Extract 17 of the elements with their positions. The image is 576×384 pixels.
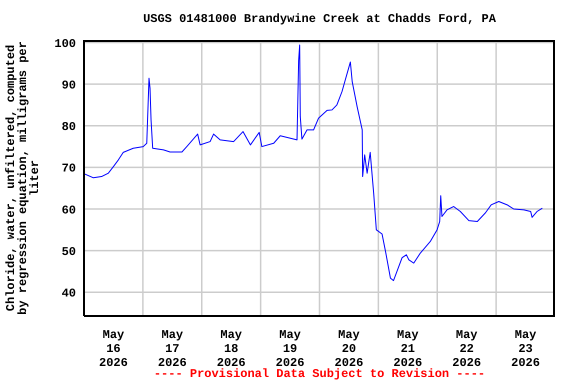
y-tick-label: 50 [62,244,76,259]
chart-title: USGS 01481000 Brandywine Creek at Chadds Ford, PA [142,12,497,26]
y-tick-label: 90 [62,78,76,92]
x-tick-label: May 23 2026 [511,328,540,370]
x-tick-label: May 17 2026 [158,328,187,370]
x-tick-label: May 16 2026 [99,328,128,370]
y-tick-label: 70 [62,162,76,176]
y-tick-label: 40 [62,286,76,301]
text: ---- Provisional Data Subject to Revision ---- [154,367,486,381]
line-series [84,44,543,282]
x-tick-label: May 22 2026 [452,328,482,370]
y-tick-label: 80 [62,120,76,134]
y-axis-title: Chloride, water, unfiltered, computed by regression equation, milligrams per liter [4,41,42,315]
x-tick-label: May 18 2026 [216,328,246,370]
y-tick-label: 60 [62,203,76,218]
y-tick-label: 100 [54,36,76,51]
x-tick-label: May 19 2026 [276,328,304,370]
